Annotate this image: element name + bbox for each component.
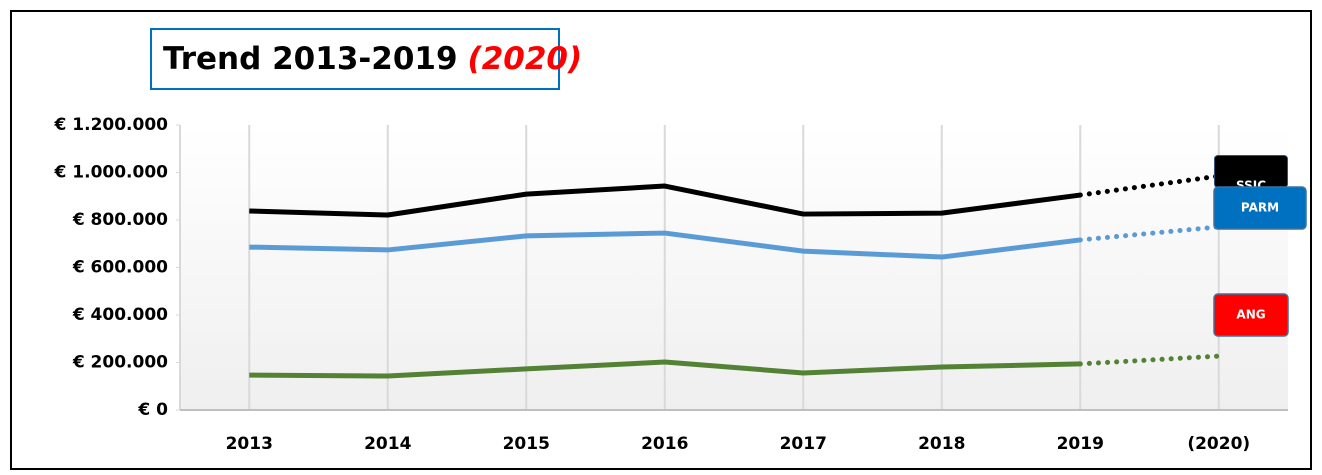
series-label-text: SSIC bbox=[1236, 179, 1266, 193]
x-tick-label: 2018 bbox=[918, 434, 965, 454]
series-label: SSIC bbox=[1214, 155, 1288, 193]
y-tick-label: € 200.000 bbox=[72, 353, 168, 373]
series-label-box bbox=[1213, 186, 1307, 230]
series-line bbox=[249, 183, 1081, 218]
y-tick-label: € 600.000 bbox=[72, 258, 168, 278]
series-line-dotted bbox=[1077, 224, 1222, 243]
plot-area bbox=[180, 125, 1288, 410]
x-tick-label: (2020) bbox=[1187, 434, 1250, 454]
title-box bbox=[150, 28, 560, 90]
series-line bbox=[249, 230, 1081, 260]
series-label-box bbox=[1214, 155, 1288, 188]
series-line bbox=[249, 359, 1081, 379]
series-label: PARM bbox=[1213, 186, 1307, 230]
plot: 2013 2014 2015 2016 2017 2018 2019 (2020) € 0 € 2… bbox=[54, 115, 1307, 454]
series-label-text: ANG bbox=[1236, 308, 1265, 322]
x-tick-label: 2015 bbox=[503, 434, 550, 454]
x-tick-label: 2014 bbox=[364, 434, 411, 454]
x-tick-label: 2017 bbox=[780, 434, 827, 454]
x-tick-label: 2016 bbox=[641, 434, 688, 454]
title-main: Trend 2013-2019 bbox=[163, 41, 458, 77]
y-tick-label: € 800.000 bbox=[72, 210, 168, 230]
x-tick-label: 2019 bbox=[1057, 434, 1104, 454]
series-label-box bbox=[1213, 293, 1289, 337]
x-tick-label: 2013 bbox=[226, 434, 273, 454]
y-tick-label: € 1.200.000 bbox=[54, 115, 169, 135]
series-line-dotted bbox=[1077, 173, 1222, 198]
y-tick-label: € 400.000 bbox=[72, 305, 168, 325]
y-tick-label: € 1.000.000 bbox=[54, 163, 169, 183]
series-label-text: PARM bbox=[1241, 201, 1279, 215]
chart-title: Trend 2013-2019 (2020) bbox=[163, 41, 582, 77]
series-label: ANG bbox=[1213, 293, 1289, 337]
y-tick-label: € 0 bbox=[137, 400, 168, 420]
title-highlight: (2020) bbox=[468, 41, 583, 77]
